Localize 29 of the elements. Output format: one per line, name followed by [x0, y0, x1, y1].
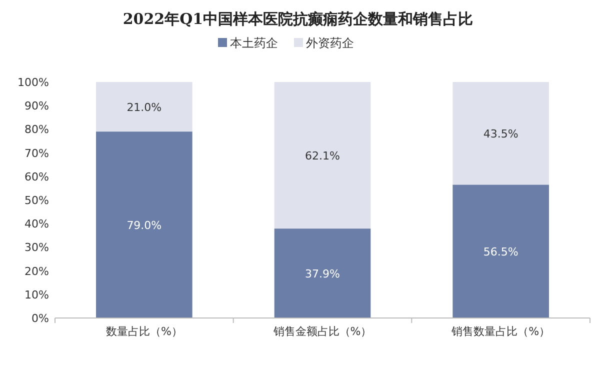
y-tick-label: 100%	[18, 76, 49, 89]
data-label: 21.0%	[126, 100, 162, 114]
y-tick-label: 20%	[24, 264, 49, 278]
x-tick-label: 销售金额占比（%）	[272, 325, 372, 338]
y-tick-label: 0%	[32, 312, 49, 325]
data-label: 43.5%	[483, 127, 518, 140]
data-label: 37.9%	[305, 267, 340, 280]
bar	[452, 82, 549, 185]
y-tick-label: 60%	[24, 170, 49, 184]
y-tick-label: 70%	[24, 146, 49, 160]
bar	[274, 228, 371, 318]
legend-label: 本土药企	[230, 36, 278, 50]
y-tick-label: 90%	[24, 100, 49, 113]
data-label: 79.0%	[126, 218, 162, 232]
y-tick-label: 80%	[24, 123, 49, 136]
x-tick-label: 销售数量占比（%）	[450, 325, 550, 338]
bar	[96, 132, 192, 318]
y-tick-label: 30%	[24, 241, 49, 254]
data-label: 56.5%	[483, 245, 518, 258]
legend-label: 外资药企	[306, 36, 354, 50]
y-tick-label: 10%	[24, 288, 49, 302]
chart-title: 2022年Q1中国样本医院抗癫痫药企数量和销售占比	[122, 10, 474, 28]
y-tick-label: 40%	[24, 218, 49, 231]
bar	[274, 82, 371, 229]
y-tick-label: 50%	[24, 194, 49, 207]
bar	[452, 184, 549, 318]
data-label: 62.1%	[305, 149, 340, 162]
x-tick-label: 数量占比（%）	[106, 325, 182, 338]
bar	[96, 82, 192, 132]
